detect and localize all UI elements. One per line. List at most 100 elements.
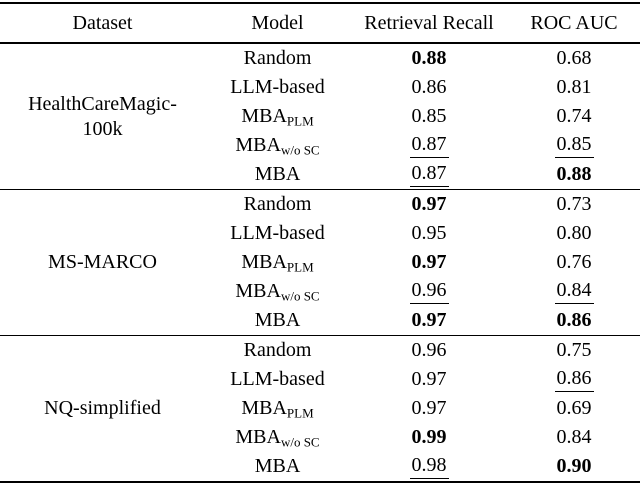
auc-cell: 0.84 bbox=[508, 423, 640, 452]
retrieval-recall-value: 0.97 bbox=[411, 193, 447, 215]
recall-cell: 0.86 bbox=[350, 73, 508, 102]
model-subscript: PLM bbox=[286, 259, 314, 275]
auc-cell: 0.86 bbox=[508, 365, 640, 394]
table-row: MBAPLM 0.97 0.76 bbox=[0, 248, 640, 277]
dataset-cell: HealthCareMagic- 100k bbox=[0, 43, 205, 190]
recall-cell: 0.97 bbox=[350, 248, 508, 277]
dataset-group-msmarco: MS-MARCO Random 0.97 0.73 LLM-based 0.95… bbox=[0, 190, 640, 336]
recall-cell: 0.97 bbox=[350, 190, 508, 220]
dataset-group-healthcaremagic: HealthCareMagic- 100k Random 0.88 0.68 L… bbox=[0, 43, 640, 190]
model-cell: Random bbox=[243, 193, 312, 215]
auc-cell: 0.81 bbox=[508, 73, 640, 102]
model-cell: LLM-based bbox=[230, 368, 325, 390]
retrieval-recall-value: 0.97 bbox=[411, 397, 447, 419]
column-header-model: Model bbox=[205, 3, 350, 44]
recall-cell: 0.99 bbox=[350, 423, 508, 452]
recall-cell: 0.97 bbox=[350, 365, 508, 394]
roc-auc-value: 0.80 bbox=[556, 222, 592, 244]
model-cell: MBA bbox=[254, 163, 301, 185]
auc-cell: 0.88 bbox=[508, 160, 640, 190]
recall-cell: 0.95 bbox=[350, 219, 508, 248]
retrieval-recall-value: 0.86 bbox=[411, 76, 447, 98]
roc-auc-value: 0.90 bbox=[556, 455, 592, 477]
roc-auc-value: 0.74 bbox=[556, 105, 592, 127]
auc-cell: 0.85 bbox=[508, 131, 640, 160]
dataset-cell: NQ-simplified bbox=[0, 336, 205, 483]
recall-cell: 0.96 bbox=[350, 277, 508, 306]
table-row: LLM-based 0.95 0.80 bbox=[0, 219, 640, 248]
model-cell: LLM-based bbox=[230, 76, 325, 98]
table-row: MBA 0.97 0.86 bbox=[0, 306, 640, 336]
header-row: Dataset Model Retrieval Recall ROC AUC bbox=[0, 3, 640, 44]
table-row: MS-MARCO Random 0.97 0.73 bbox=[0, 190, 640, 273]
recall-cell: 0.87 bbox=[350, 160, 508, 190]
table-row: MBAw/o SC 0.99 0.84 bbox=[0, 423, 640, 452]
retrieval-recall-value: 0.98 bbox=[409, 455, 449, 479]
model-cell: MBA bbox=[254, 455, 301, 477]
retrieval-recall-value: 0.96 bbox=[409, 280, 449, 304]
recall-cell: 0.97 bbox=[350, 306, 508, 336]
retrieval-recall-value: 0.97 bbox=[411, 309, 447, 331]
auc-cell: 0.68 bbox=[508, 43, 640, 73]
retrieval-recall-value: 0.97 bbox=[411, 368, 447, 390]
table-row: NQ-simplified Random 0.96 0.75 bbox=[0, 336, 640, 419]
recall-cell: 0.98 bbox=[350, 452, 508, 482]
dataset-name-line: 100k bbox=[82, 117, 123, 140]
recall-cell: 0.85 bbox=[350, 102, 508, 131]
retrieval-recall-value: 0.87 bbox=[409, 134, 449, 158]
recall-cell: 0.88 bbox=[350, 43, 508, 73]
retrieval-recall-value: 0.95 bbox=[411, 222, 447, 244]
model-cell: MBAPLM bbox=[241, 397, 314, 421]
table-header: Dataset Model Retrieval Recall ROC AUC bbox=[0, 3, 640, 44]
roc-auc-value: 0.84 bbox=[556, 426, 592, 448]
retrieval-recall-value: 0.88 bbox=[411, 47, 447, 69]
table-row: HealthCareMagic- 100k Random 0.88 0.68 bbox=[0, 43, 640, 140]
auc-cell: 0.76 bbox=[508, 248, 640, 277]
column-header-retrieval-recall: Retrieval Recall bbox=[350, 3, 508, 44]
model-cell: Random bbox=[243, 47, 312, 69]
table-row: MBA 0.98 0.90 bbox=[0, 452, 640, 482]
retrieval-recall-value: 0.97 bbox=[411, 251, 447, 273]
retrieval-recall-value: 0.99 bbox=[411, 426, 447, 448]
auc-cell: 0.75 bbox=[508, 336, 640, 366]
auc-cell: 0.86 bbox=[508, 306, 640, 336]
column-header-dataset: Dataset bbox=[0, 3, 205, 44]
model-cell: MBAw/o SC bbox=[235, 426, 320, 450]
dataset-name-line: MS-MARCO bbox=[48, 251, 157, 273]
table-row: MBA 0.87 0.88 bbox=[0, 160, 640, 190]
roc-auc-value: 0.73 bbox=[556, 193, 592, 215]
table-row: LLM-based 0.86 0.81 bbox=[0, 73, 640, 102]
dataset-name-line: HealthCareMagic- bbox=[28, 92, 177, 115]
roc-auc-value: 0.69 bbox=[556, 397, 592, 419]
roc-auc-value: 0.85 bbox=[554, 134, 594, 158]
auc-cell: 0.90 bbox=[508, 452, 640, 482]
recall-cell: 0.96 bbox=[350, 336, 508, 366]
model-cell: Random bbox=[243, 339, 312, 361]
model-cell: LLM-based bbox=[230, 222, 325, 244]
model-cell: MBAPLM bbox=[241, 105, 314, 129]
roc-auc-value: 0.84 bbox=[554, 280, 594, 304]
model-subscript: w/o SC bbox=[280, 434, 320, 450]
roc-auc-value: 0.88 bbox=[556, 163, 592, 185]
retrieval-recall-value: 0.87 bbox=[409, 163, 449, 187]
recall-cell: 0.97 bbox=[350, 394, 508, 423]
roc-auc-value: 0.75 bbox=[556, 339, 592, 361]
table-row: MBAPLM 0.97 0.69 bbox=[0, 394, 640, 423]
model-subscript: PLM bbox=[286, 405, 314, 421]
roc-auc-value: 0.86 bbox=[556, 309, 592, 331]
auc-cell: 0.73 bbox=[508, 190, 640, 220]
model-subscript: w/o SC bbox=[280, 288, 320, 304]
roc-auc-value: 0.86 bbox=[554, 368, 594, 392]
dataset-cell: MS-MARCO bbox=[0, 190, 205, 336]
roc-auc-value: 0.81 bbox=[556, 76, 592, 98]
dataset-group-nq-simplified: NQ-simplified Random 0.96 0.75 LLM-based… bbox=[0, 336, 640, 483]
table-row: MBAw/o SC 0.87 0.85 bbox=[0, 131, 640, 160]
roc-auc-value: 0.76 bbox=[556, 251, 592, 273]
dataset-name-line: NQ-simplified bbox=[44, 397, 161, 419]
model-subscript: PLM bbox=[286, 113, 314, 129]
column-header-roc-auc: ROC AUC bbox=[508, 3, 640, 44]
model-cell: MBA bbox=[254, 309, 301, 331]
auc-cell: 0.69 bbox=[508, 394, 640, 423]
